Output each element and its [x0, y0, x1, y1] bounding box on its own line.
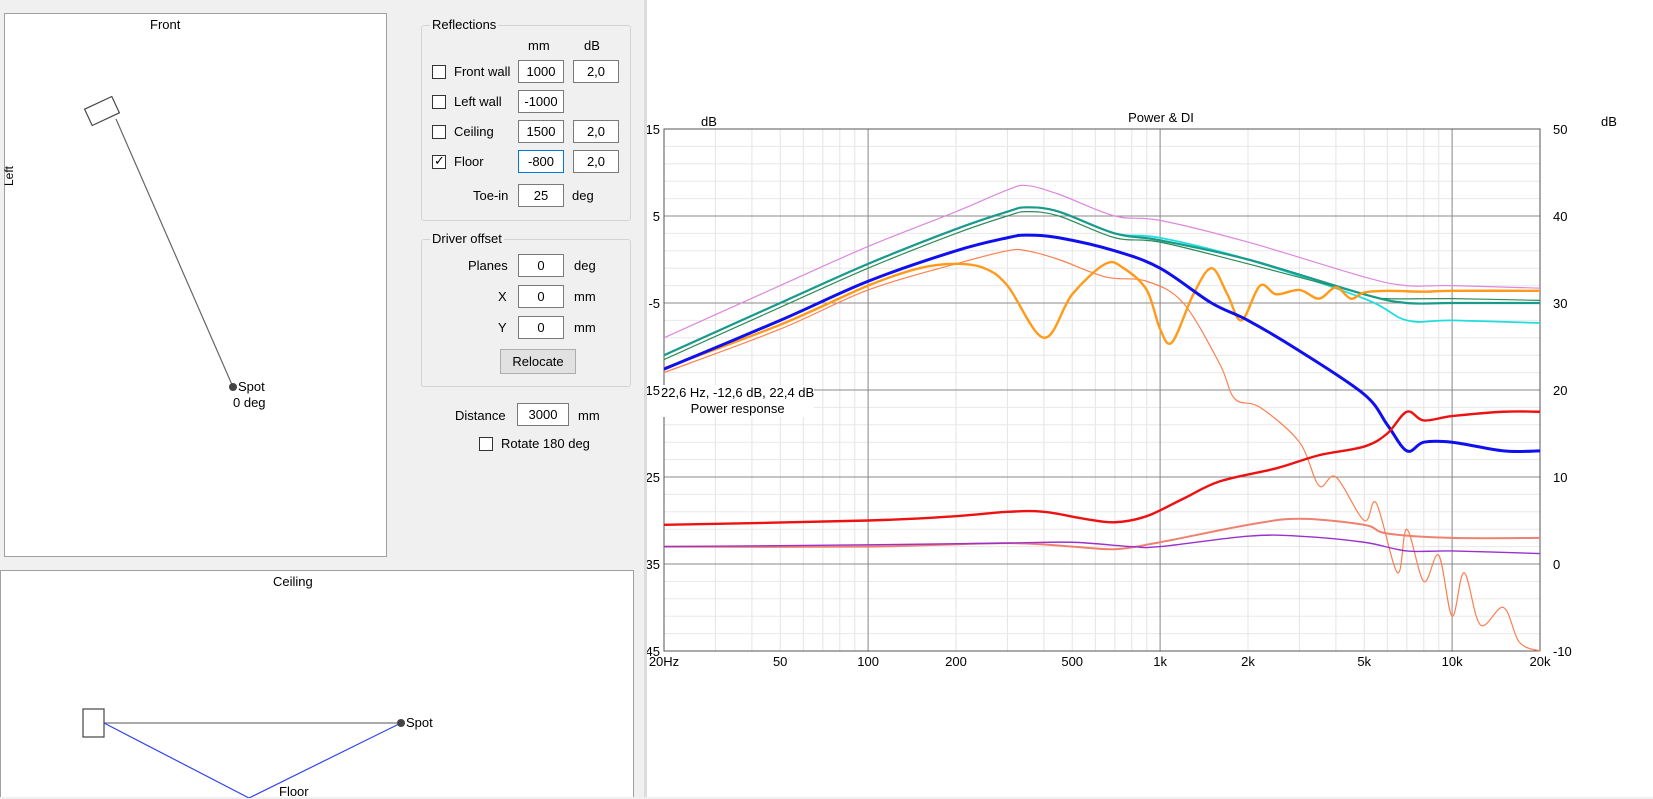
- front-wall-db-input[interactable]: [573, 60, 619, 83]
- front-spot-angle: 0 deg: [233, 395, 266, 410]
- ceiling-db-input[interactable]: [573, 120, 619, 143]
- front-wall-checkbox[interactable]: [432, 65, 446, 79]
- y2-tick-label: 50: [1553, 122, 1567, 137]
- y-tick-label: -35: [647, 557, 660, 572]
- rotate-label: Rotate 180 deg: [501, 436, 590, 451]
- y-tick-label: -45: [647, 644, 660, 659]
- floor-mm-input[interactable]: [518, 150, 564, 173]
- y2-tick-label: 20: [1553, 383, 1567, 398]
- x-tick-label: 10k: [1442, 654, 1463, 669]
- ceiling-view-panel[interactable]: Ceiling Spot Floor: [0, 570, 634, 799]
- chart-area[interactable]: 20Hz501002005001k2k5k10k20k155-5-15-25-3…: [647, 0, 1653, 797]
- reflections-mm-header: mm: [528, 38, 550, 53]
- speaker-top-icon: [82, 708, 105, 738]
- rotate-checkbox[interactable]: [479, 437, 493, 451]
- series-line-9: [663, 534, 1541, 555]
- series-line-5: [663, 260, 1541, 370]
- y2-tick-label: -10: [1553, 644, 1572, 659]
- y-offset-label: Y: [498, 320, 507, 335]
- cursor-readout-series: Power response: [690, 401, 785, 416]
- left-wall-checkbox[interactable]: [432, 95, 446, 109]
- y2-tick-label: 0: [1553, 557, 1560, 572]
- ceiling-view-drawing: [82, 708, 405, 798]
- panel-splitter[interactable]: [644, 0, 647, 797]
- y-offset-input[interactable]: [518, 316, 564, 339]
- series-line-0: [663, 184, 1541, 339]
- x-tick-label: 20k: [1530, 654, 1551, 669]
- planes-unit: deg: [574, 258, 596, 273]
- series-line-7: [663, 410, 1541, 527]
- left-wall-mm-input[interactable]: [518, 90, 564, 113]
- floor-db-input[interactable]: [573, 150, 619, 173]
- distance-input[interactable]: [517, 403, 569, 426]
- y-tick-label: -5: [648, 296, 660, 311]
- x-tick-label: 200: [945, 654, 967, 669]
- y2-tick-label: 40: [1553, 209, 1567, 224]
- x-tick-label: 500: [1061, 654, 1083, 669]
- series-line-3: [663, 206, 1540, 357]
- toe-in-input[interactable]: [518, 184, 564, 207]
- x-tick-label: 50: [773, 654, 787, 669]
- ceiling-mm-input[interactable]: [518, 120, 564, 143]
- speaker-box-icon: [83, 95, 121, 127]
- toe-in-label: Toe-in: [473, 188, 509, 203]
- x-tick-label: 1k: [1153, 654, 1167, 669]
- y-offset-unit: mm: [574, 320, 596, 335]
- front-wall-mm-input[interactable]: [518, 60, 564, 83]
- ceiling-spot-marker-icon: [397, 719, 405, 727]
- floor-row-label: Floor: [454, 154, 484, 169]
- driver-offset-group-title: Driver offset: [430, 231, 504, 246]
- front-view-panel[interactable]: Front Left Spot 0 deg: [2, 13, 387, 557]
- series-line-2: [663, 211, 1541, 361]
- series-line-8: [663, 517, 1541, 551]
- x-offset-unit: mm: [574, 289, 596, 304]
- power-di-chart[interactable]: 20Hz501002005001k2k5k10k20k155-5-15-25-3…: [647, 0, 1653, 797]
- floor-checkbox[interactable]: ✓: [432, 153, 446, 169]
- front-view-drawing: [83, 95, 237, 391]
- front-spot-label: Spot: [238, 379, 265, 394]
- distance-unit: mm: [578, 408, 600, 423]
- ceiling-view-title: Ceiling: [273, 574, 313, 589]
- x-tick-label: 100: [857, 654, 879, 669]
- y2-tick-label: 10: [1553, 470, 1567, 485]
- planes-label: Planes: [468, 258, 508, 273]
- left-wall-label: Left wall: [454, 94, 502, 109]
- chart-title: Power & DI: [1128, 110, 1194, 125]
- series-line-6: [663, 233, 1541, 454]
- y-tick-label: -25: [647, 470, 660, 485]
- distance-label: Distance: [455, 408, 506, 423]
- y2-tick-label: 30: [1553, 296, 1567, 311]
- y-tick-label: 5: [653, 209, 660, 224]
- x-offset-label: X: [498, 289, 507, 304]
- x-tick-label: 2k: [1241, 654, 1255, 669]
- planes-input[interactable]: [518, 254, 564, 277]
- left-axis-unit: dB: [701, 114, 717, 129]
- cursor-readout-values: 22,6 Hz, -12,6 dB, 22,4 dB: [661, 385, 815, 400]
- spot-marker-icon: [229, 383, 237, 391]
- cursor-readout: 22,6 Hz, -12,6 dB, 22,4 dB Power respons…: [661, 385, 815, 417]
- y-tick-label: -15: [647, 383, 660, 398]
- x-offset-input[interactable]: [518, 285, 564, 308]
- reflections-group: Reflections: [421, 17, 631, 221]
- x-tick-label: 5k: [1357, 654, 1371, 669]
- floor-label: Floor: [279, 784, 309, 799]
- driver-offset-group: Driver offset: [421, 231, 631, 387]
- front-wall-label: Front wall: [454, 64, 511, 79]
- x-tick-label: 20Hz: [649, 654, 679, 669]
- toe-in-unit: deg: [572, 188, 594, 203]
- check-icon: ✓: [434, 153, 445, 168]
- front-view-title: Front: [150, 17, 181, 32]
- right-axis-unit: dB: [1601, 114, 1617, 129]
- ceiling-checkbox[interactable]: [432, 125, 446, 139]
- series-line-4: [663, 248, 1541, 652]
- y-tick-label: 15: [647, 122, 660, 137]
- reflections-group-title: Reflections: [430, 17, 499, 32]
- relocate-button[interactable]: Relocate: [500, 349, 576, 374]
- ceiling-spot-label: Spot: [406, 715, 433, 730]
- ceiling-label: Ceiling: [454, 124, 494, 139]
- reflections-db-header: dB: [584, 38, 600, 53]
